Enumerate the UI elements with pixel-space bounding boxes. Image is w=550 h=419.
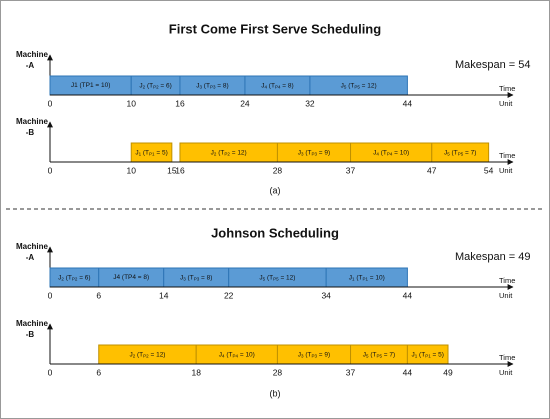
machine-label: -B (26, 128, 35, 137)
task-label: J3 (TP3 = 9) (298, 351, 330, 358)
task-label: J4 (TP4 = 8) (113, 274, 149, 281)
caption: (b) (270, 388, 281, 398)
task-label: J2 (TP2 = 6) (139, 82, 171, 89)
task-label: J3 (TP3 = 8) (180, 274, 212, 281)
makespan: Makespan = 54 (455, 59, 531, 71)
task-label: J1 (TP1 = 10) (349, 274, 385, 281)
task-label: J5 (TP5 = 12) (341, 82, 377, 89)
task-label: J2 (TP2 = 12) (129, 351, 165, 358)
task-label: J1 (TP1 = 10) (71, 82, 111, 89)
caption: (a) (270, 185, 281, 195)
task-label: J1 (TP1 = 5) (135, 149, 167, 156)
x-tick-label: 24 (240, 98, 250, 108)
x-tick-label: 28 (273, 367, 283, 377)
axis-label: Time (499, 353, 515, 362)
x-tick-label: 0 (48, 290, 53, 300)
x-tick-label: 10 (126, 98, 136, 108)
axis-label: Unit (499, 291, 513, 300)
task-label: J4 (TP4 = 8) (261, 82, 293, 89)
axis-label: Unit (499, 99, 513, 108)
x-tick-label: 16 (175, 98, 185, 108)
x-tick-label: 47 (427, 165, 437, 175)
x-tick-label: 0 (48, 98, 53, 108)
x-tick-label: 18 (191, 367, 201, 377)
machine-label: Machine (16, 117, 49, 126)
x-tick-label: 54 (484, 165, 494, 175)
machine-label: -B (26, 330, 35, 339)
task-label: J4 (TP4 = 10) (373, 149, 409, 156)
axis-label: Unit (499, 368, 513, 377)
task-label: J1 (TP1 = 5) (411, 351, 443, 358)
machine-label: Machine (16, 50, 49, 59)
machine-label: Machine (16, 242, 49, 251)
machine-label: -A (26, 61, 35, 70)
task-label: J3 (TP3 = 8) (196, 82, 228, 89)
x-tick-label: 34 (321, 290, 331, 300)
axis-label: Time (499, 84, 515, 93)
task-label: J4 (TP4 = 10) (219, 351, 255, 358)
x-tick-label: 0 (48, 165, 53, 175)
x-tick-label: 44 (403, 98, 413, 108)
task-label: J2 (TP2 = 12) (211, 149, 247, 156)
task-label: J5 (TP5 = 7) (363, 351, 395, 358)
chart-title: Johnson Scheduling (211, 225, 339, 240)
x-tick-label: 6 (96, 367, 101, 377)
x-tick-label: 14 (159, 290, 169, 300)
machine-label: -A (26, 253, 35, 262)
axis-label: Time (499, 276, 515, 285)
task-label: J5 (TP5 = 7) (444, 149, 476, 156)
x-tick-label: 15 (167, 165, 177, 175)
x-tick-label: 37 (346, 165, 356, 175)
machine-label: Machine (16, 319, 49, 328)
axis-label: Unit (499, 166, 513, 175)
x-tick-label: 37 (346, 367, 356, 377)
x-tick-label: 0 (48, 367, 53, 377)
x-tick-label: 32 (305, 98, 315, 108)
x-tick-label: 28 (273, 165, 283, 175)
x-tick-label: 10 (126, 165, 136, 175)
x-tick-label: 49 (443, 367, 453, 377)
task-label: J2 (TP2 = 6) (58, 274, 90, 281)
task-label: J3 (TP3 = 9) (298, 149, 330, 156)
axis-label: Time (499, 151, 515, 160)
makespan: Makespan = 49 (455, 251, 531, 263)
x-tick-label: 44 (403, 367, 413, 377)
chart-title: First Come First Serve Scheduling (169, 21, 381, 36)
x-tick-label: 16 (175, 165, 185, 175)
x-tick-label: 6 (96, 290, 101, 300)
task-label: J5 (TP5 = 12) (259, 274, 295, 281)
x-tick-label: 44 (403, 290, 413, 300)
x-tick-label: 22 (224, 290, 234, 300)
